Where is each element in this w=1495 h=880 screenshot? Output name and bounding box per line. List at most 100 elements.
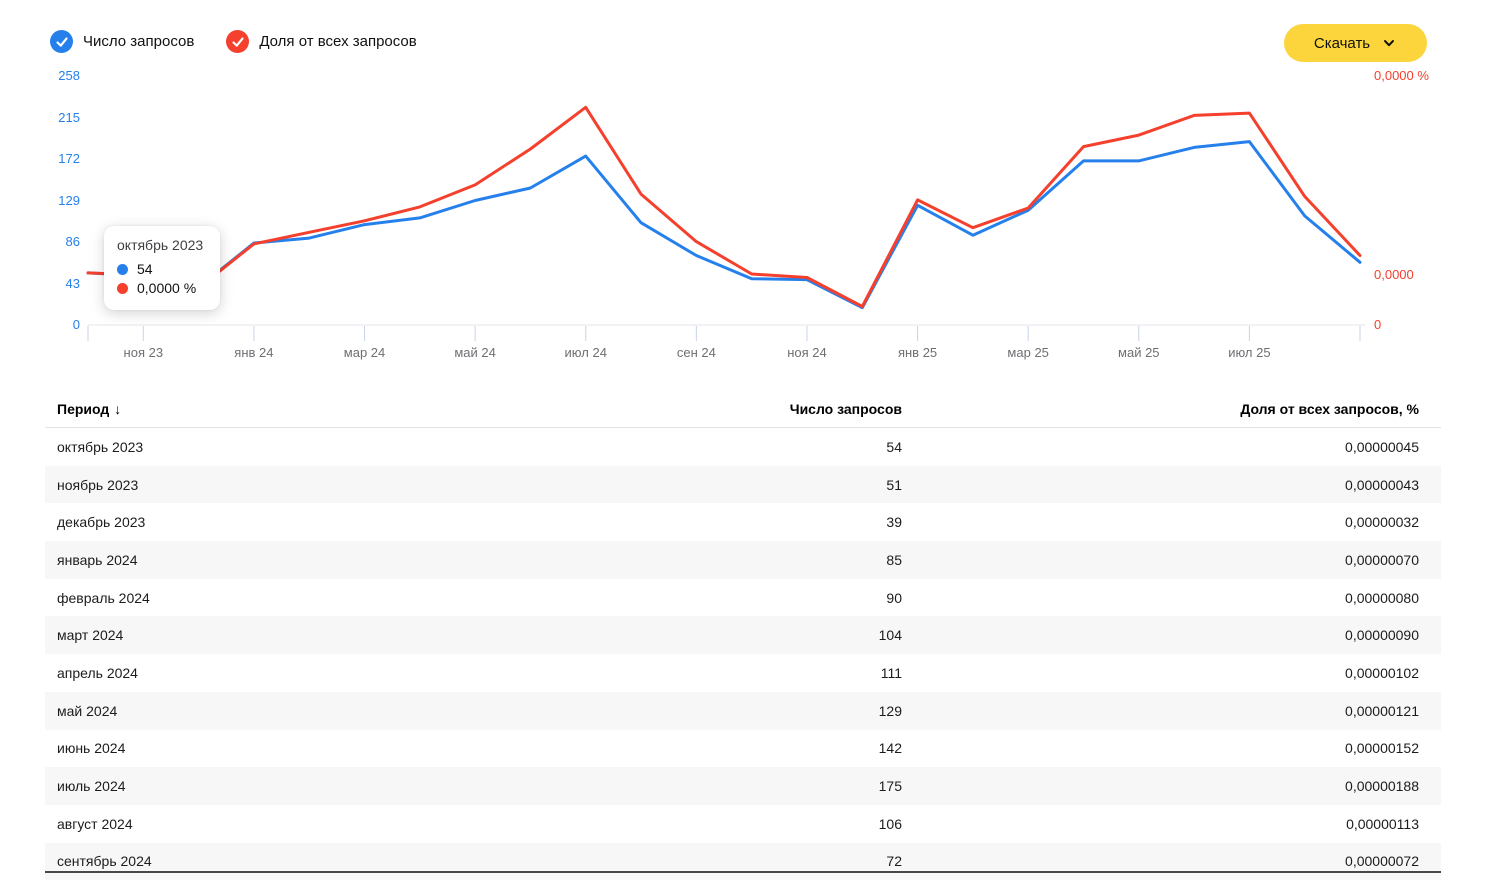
chart-legend: Число запросов Доля от всех запросов [50, 30, 417, 53]
tooltip-value-queries: 54 [137, 261, 153, 277]
column-header-share[interactable]: Доля от всех запросов, % [1240, 400, 1419, 417]
sort-desc-icon[interactable]: ↓ [114, 400, 122, 417]
y-axis-right-tick-label: 0,0000 [1374, 267, 1414, 282]
table-row: июль 2024 175 0,00000188 [45, 767, 1441, 805]
check-icon [232, 36, 244, 47]
x-axis-tick-label: июл 24 [564, 345, 607, 360]
y-axis-left-tick-label: 86 [65, 234, 80, 249]
column-header-queries[interactable]: Число запросов [789, 400, 902, 417]
x-axis-tick-label: мар 25 [1007, 345, 1049, 360]
x-axis-tick-label: май 24 [454, 345, 496, 360]
table-row: июнь 2024 142 0,00000152 [45, 730, 1441, 768]
x-axis-tick-label: янв 24 [234, 345, 274, 360]
tooltip-value-share: 0,0000 % [137, 280, 197, 296]
legend-item-queries[interactable]: Число запросов [50, 30, 194, 53]
x-axis-tick-label: янв 25 [897, 345, 938, 360]
y-axis-left-tick-label: 172 [58, 151, 80, 166]
cell-period: ноябрь 2023 [57, 476, 139, 493]
x-axis-tick-label: май 25 [1118, 345, 1160, 360]
cell-query-count: 142 [878, 740, 902, 757]
table-row: август 2024 106 0,00000113 [45, 805, 1441, 843]
cell-period: март 2024 [57, 627, 124, 644]
cell-share-percent: 0,00000188 [1345, 778, 1419, 795]
series-line-queries [86, 140, 1362, 310]
table-row: февраль 2024 90 0,00000080 [45, 579, 1441, 617]
cell-share-percent: 0,00000102 [1345, 664, 1419, 681]
series-line-share [86, 105, 1362, 308]
table-row: октябрь 2023 54 0,00000045 [45, 428, 1441, 466]
chart-lines [86, 105, 1362, 310]
cell-period: сентябрь 2024 [57, 853, 152, 870]
y-axis-left-tick-label: 258 [58, 68, 80, 83]
table-row: январь 2024 85 0,00000070 [45, 541, 1441, 579]
cell-period: февраль 2024 [57, 589, 150, 606]
cell-share-percent: 0,00000080 [1345, 589, 1419, 606]
cell-period: январь 2024 [57, 551, 138, 568]
table-bottom-border [45, 871, 1441, 873]
legend-label-share: Доля от всех запросов [259, 33, 417, 50]
cell-query-count: 111 [880, 664, 902, 681]
x-axis-tick-label: сен 24 [676, 345, 716, 360]
checkbox-checked-icon[interactable] [226, 30, 250, 53]
x-axis-tick-label: мар 24 [343, 345, 386, 360]
y-axis-left-tick-label: 43 [65, 275, 80, 291]
column-header-period[interactable]: Период ↓ [57, 400, 122, 417]
table-header-row: Период ↓ Число запросов Доля от всех запр… [45, 390, 1441, 428]
cell-query-count: 106 [878, 815, 902, 832]
x-axis-tick-label: ноя 23 [123, 345, 164, 360]
tooltip-title: октябрь 2023 [117, 237, 204, 253]
tooltip-row-queries: 54 [117, 260, 203, 279]
y-axis-left-tick-label: 215 [58, 109, 80, 125]
checkbox-checked-icon[interactable] [50, 30, 73, 53]
legend-item-share[interactable]: Доля от всех запросов [226, 30, 417, 53]
cell-period: апрель 2024 [57, 664, 138, 681]
cell-share-percent: 0,00000121 [1345, 702, 1419, 719]
x-axis-tick-label: июл 25 [1228, 345, 1271, 360]
cell-query-count: 51 [886, 476, 902, 493]
cell-period: июль 2024 [57, 778, 126, 795]
line-chart [86, 105, 1365, 341]
y-axis-left-tick-label: 129 [58, 192, 80, 208]
check-icon [55, 36, 68, 47]
blue-series-dot-icon [117, 264, 128, 275]
cell-share-percent: 0,00000045 [1345, 438, 1419, 455]
cell-query-count: 129 [878, 702, 902, 719]
download-button-label: Скачать [1313, 34, 1371, 52]
cell-query-count: 85 [886, 551, 902, 568]
y-axis-left-tick-label: 0 [72, 317, 80, 332]
x-axis-ticks [87, 326, 1361, 341]
cell-share-percent: 0,00000113 [1346, 815, 1419, 832]
y-axis-right-tick-label: 0 [1374, 317, 1382, 332]
tooltip-row-share: 0,0000 % [117, 279, 203, 298]
cell-share-percent: 0,00000090 [1345, 627, 1419, 644]
cell-share-percent: 0,00000043 [1345, 476, 1419, 493]
cell-period: октябрь 2023 [57, 438, 144, 455]
periods-table: Период ↓ Число запросов Доля от всех запр… [45, 390, 1441, 880]
table-body: октябрь 2023 54 0,00000045 ноябрь 2023 51 0,0… [45, 428, 1441, 880]
x-axis-tick-label: ноя 24 [787, 345, 827, 360]
y-axis-right-tick-label: 0,0000 % [1374, 68, 1429, 83]
cell-period: август 2024 [57, 815, 133, 832]
cell-query-count: 72 [886, 853, 902, 870]
table-row: сентябрь 2024 72 0,00000072 [45, 842, 1441, 880]
cell-query-count: 104 [878, 627, 902, 644]
download-button[interactable]: Скачать [1284, 24, 1427, 62]
cell-query-count: 90 [886, 589, 902, 606]
legend-label-queries: Число запросов [83, 33, 195, 50]
cell-query-count: 54 [886, 438, 902, 455]
cell-query-count: 175 [878, 778, 902, 795]
cell-share-percent: 0,00000072 [1345, 853, 1419, 870]
cell-period: июнь 2024 [57, 740, 126, 757]
cell-share-percent: 0,00000032 [1345, 514, 1419, 531]
cell-query-count: 39 [886, 514, 902, 531]
chevron-down-icon [1384, 40, 1395, 47]
cell-share-percent: 0,00000070 [1345, 551, 1419, 568]
table-row: декабрь 2023 39 0,00000032 [45, 503, 1441, 541]
cell-share-percent: 0,00000152 [1345, 740, 1419, 757]
cell-period: декабрь 2023 [57, 514, 146, 531]
table-row: март 2024 104 0,00000090 [45, 616, 1441, 655]
chart-tooltip: октябрь 2023 54 0,0000 % [104, 226, 221, 310]
red-series-dot-icon [117, 283, 128, 294]
table-row: ноябрь 2023 51 0,00000043 [45, 465, 1441, 504]
table-row: май 2024 129 0,00000121 [45, 691, 1441, 730]
